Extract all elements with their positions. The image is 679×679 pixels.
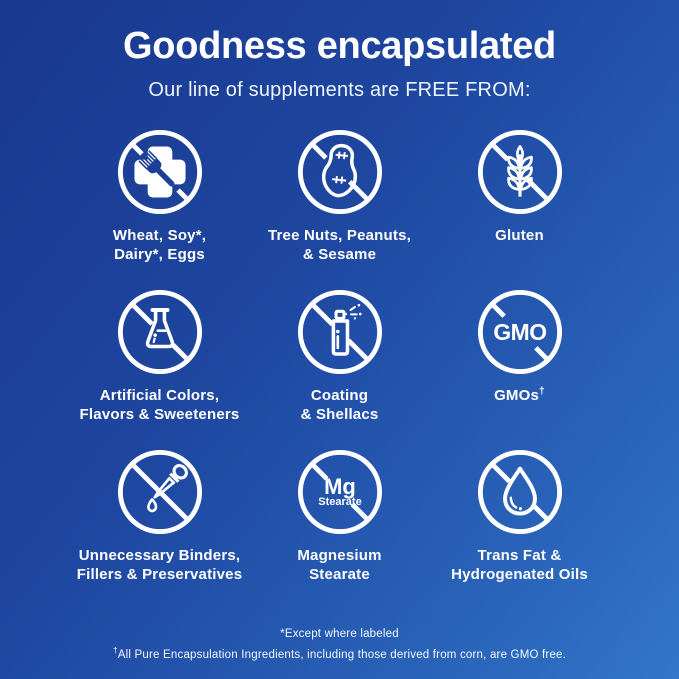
- no-wheat-icon: [476, 128, 564, 216]
- mg-icon-text: Mg: [324, 474, 356, 499]
- footnotes: *Except where labeled †All Pure Encapsul…: [0, 625, 679, 664]
- page-subtitle: Our line of supplements are FREE FROM:: [148, 79, 531, 101]
- free-from-item-gmos: GMO GMOs†: [431, 288, 609, 424]
- item-label: Wheat, Soy*, Dairy*, Eggs: [112, 227, 207, 264]
- no-mg-stearate-icon: Mg Stearate: [296, 448, 384, 536]
- footnote-except: *Except where labeled: [280, 628, 399, 641]
- free-from-item-binders: Unnecessary Binders, Fillers & Preservat…: [71, 448, 249, 584]
- free-from-item-nuts: Tree Nuts, Peanuts, & Sesame: [251, 128, 429, 264]
- no-flask-icon: [116, 288, 204, 376]
- item-label: Magnesium Stearate: [297, 547, 382, 584]
- no-oil-drop-icon: [476, 448, 564, 536]
- free-from-item-gluten: Gluten: [431, 128, 609, 264]
- free-from-item-trans-fat: Trans Fat & Hydrogenated Oils: [431, 448, 609, 584]
- item-label: GMOs†: [494, 386, 545, 405]
- item-label: Unnecessary Binders, Fillers & Preservat…: [76, 547, 243, 584]
- item-label: Artificial Colors, Flavors & Sweeteners: [79, 387, 240, 424]
- no-peanut-icon: [296, 128, 384, 216]
- free-from-item-coating: Coating & Shellacs: [251, 288, 429, 424]
- no-allergen-cross-fork-icon: [115, 128, 204, 216]
- gmo-icon-text: GMO: [493, 319, 546, 345]
- free-from-grid: Wheat, Soy*, Dairy*, Eggs Tree Nuts, Pea…: [70, 128, 610, 584]
- dagger-mark: †: [539, 386, 545, 398]
- header: Goodness encapsulated Our line of supple…: [0, 0, 679, 102]
- free-from-item-allergens: Wheat, Soy*, Dairy*, Eggs: [71, 128, 249, 264]
- dagger-mark: †: [112, 645, 118, 655]
- stearate-icon-text: Stearate: [318, 496, 361, 508]
- item-label: Trans Fat & Hydrogenated Oils: [451, 547, 588, 584]
- page-title: Goodness encapsulated: [123, 25, 556, 67]
- item-label: Coating & Shellacs: [300, 387, 379, 424]
- footnote-gmo: †All Pure Encapsulation Ingredients, inc…: [112, 645, 567, 661]
- free-from-item-mg-stearate: Mg Stearate Magnesium Stearate: [251, 448, 429, 584]
- no-dropper-icon: [116, 448, 204, 536]
- item-label: Gluten: [495, 227, 544, 244]
- free-from-item-artificial: Artificial Colors, Flavors & Sweeteners: [71, 288, 249, 424]
- no-spray-can-icon: [296, 288, 384, 376]
- no-gmo-icon: GMO: [476, 288, 564, 376]
- item-label: Tree Nuts, Peanuts, & Sesame: [267, 227, 411, 264]
